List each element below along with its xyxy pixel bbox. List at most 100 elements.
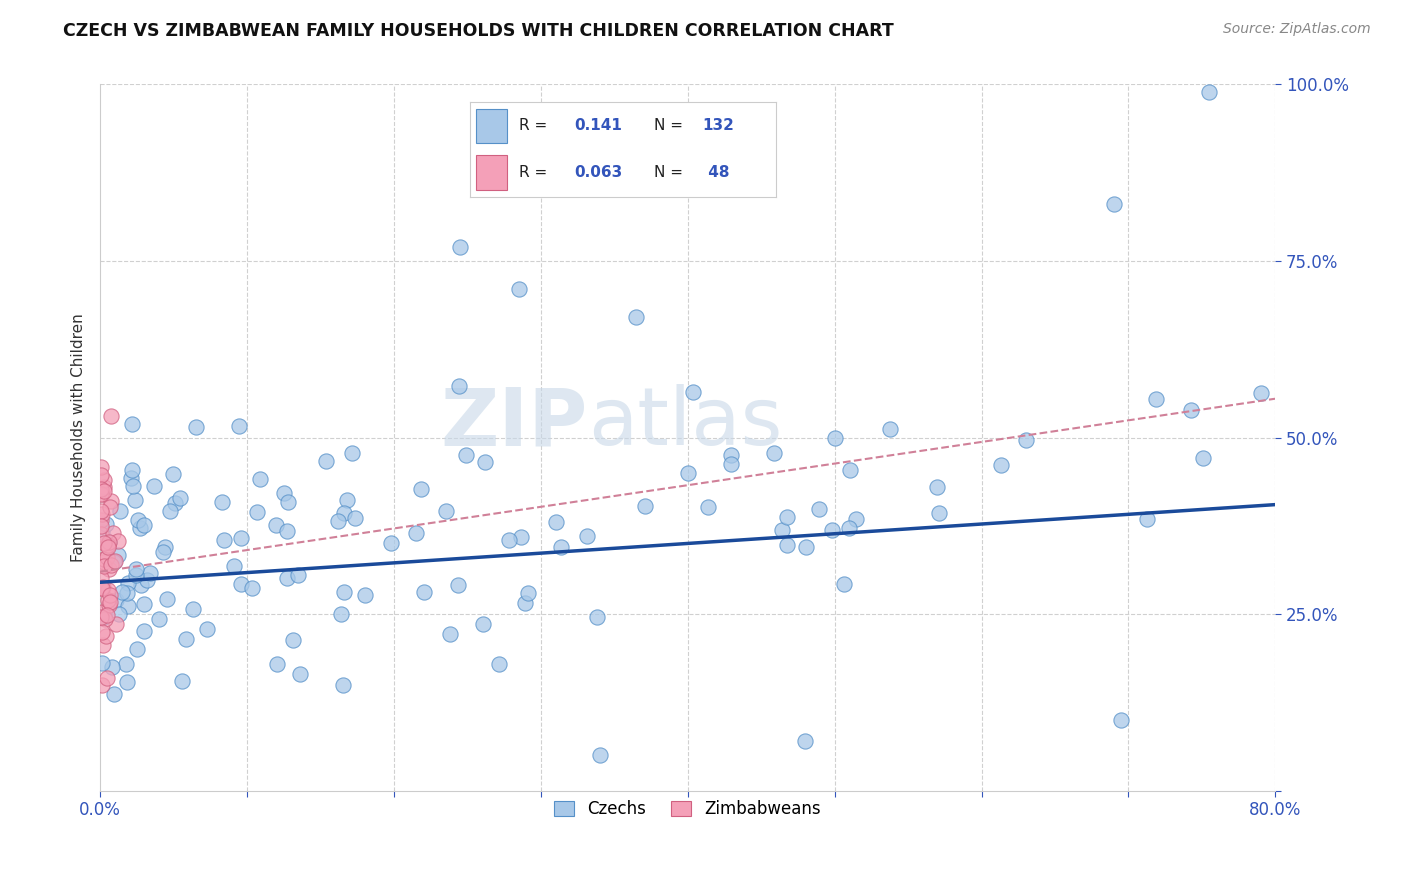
Point bbox=[517, 586, 540, 600]
Point bbox=[117, 599, 139, 613]
Point bbox=[1136, 512, 1159, 526]
Point bbox=[98, 588, 121, 602]
Point bbox=[626, 310, 648, 325]
Y-axis label: Family Households with Children: Family Households with Children bbox=[72, 313, 86, 562]
Point bbox=[1102, 197, 1125, 211]
Point bbox=[776, 510, 799, 524]
Point bbox=[588, 748, 610, 763]
Point bbox=[413, 584, 436, 599]
Point bbox=[121, 463, 143, 477]
Point bbox=[97, 538, 120, 552]
Point bbox=[91, 638, 114, 652]
Point bbox=[228, 419, 250, 434]
Point bbox=[454, 448, 477, 462]
Point bbox=[91, 580, 114, 594]
Point bbox=[169, 491, 191, 506]
Point bbox=[90, 482, 112, 496]
Point bbox=[195, 622, 218, 636]
Point bbox=[132, 518, 155, 533]
Point bbox=[152, 545, 174, 559]
Point bbox=[100, 494, 122, 508]
Point bbox=[93, 535, 115, 549]
Point bbox=[720, 448, 742, 462]
Point bbox=[332, 506, 354, 520]
Point bbox=[576, 529, 599, 543]
Point bbox=[344, 511, 367, 525]
Point bbox=[508, 282, 530, 296]
Point bbox=[93, 473, 115, 487]
Point bbox=[471, 616, 494, 631]
Point bbox=[159, 504, 181, 518]
Point bbox=[124, 492, 146, 507]
Point bbox=[90, 656, 112, 670]
Point bbox=[770, 523, 793, 537]
Point bbox=[96, 607, 118, 622]
Point bbox=[93, 559, 115, 574]
Point bbox=[98, 535, 121, 549]
Point bbox=[1014, 433, 1036, 447]
Point bbox=[839, 463, 862, 477]
Point bbox=[90, 581, 112, 595]
Point bbox=[277, 495, 299, 509]
Point bbox=[93, 480, 115, 494]
Point bbox=[405, 526, 427, 541]
Point bbox=[762, 446, 785, 460]
Point bbox=[354, 589, 377, 603]
Text: atlas: atlas bbox=[588, 384, 782, 462]
Point bbox=[153, 540, 176, 554]
Point bbox=[513, 596, 536, 610]
Point bbox=[332, 678, 354, 692]
Point bbox=[117, 675, 139, 690]
Point bbox=[90, 459, 112, 474]
Point bbox=[676, 467, 699, 481]
Point bbox=[103, 554, 125, 568]
Point bbox=[90, 467, 112, 482]
Point bbox=[91, 487, 114, 501]
Point bbox=[928, 506, 950, 520]
Point bbox=[91, 507, 114, 521]
Point bbox=[115, 586, 138, 600]
Point bbox=[94, 612, 117, 626]
Point bbox=[100, 409, 122, 424]
Point bbox=[281, 633, 304, 648]
Text: CZECH VS ZIMBABWEAN FAMILY HOUSEHOLDS WITH CHILDREN CORRELATION CHART: CZECH VS ZIMBABWEAN FAMILY HOUSEHOLDS WI… bbox=[63, 22, 894, 40]
Point bbox=[330, 607, 353, 621]
Point bbox=[97, 582, 120, 597]
Point bbox=[838, 521, 860, 535]
Point bbox=[156, 591, 179, 606]
Point bbox=[1250, 386, 1272, 401]
Point bbox=[101, 659, 124, 673]
Point bbox=[108, 607, 131, 622]
Point bbox=[129, 578, 152, 592]
Point bbox=[124, 567, 146, 582]
Point bbox=[380, 536, 402, 550]
Point bbox=[108, 504, 131, 518]
Point bbox=[90, 504, 112, 518]
Point bbox=[231, 531, 253, 545]
Point bbox=[585, 609, 607, 624]
Point bbox=[246, 505, 269, 519]
Point bbox=[174, 632, 197, 647]
Point bbox=[776, 538, 799, 552]
Point bbox=[162, 467, 184, 481]
Point bbox=[127, 642, 149, 657]
Point bbox=[509, 529, 531, 543]
Point bbox=[143, 478, 166, 492]
Point bbox=[103, 688, 125, 702]
Point bbox=[121, 417, 143, 431]
Point bbox=[120, 471, 142, 485]
Point bbox=[249, 472, 271, 486]
Point bbox=[90, 527, 112, 541]
Point bbox=[111, 585, 134, 599]
Point bbox=[696, 500, 718, 514]
Point bbox=[96, 550, 118, 565]
Text: ZIP: ZIP bbox=[440, 384, 588, 462]
Point bbox=[845, 511, 868, 525]
Point bbox=[104, 593, 127, 607]
Point bbox=[107, 548, 129, 562]
Point bbox=[276, 571, 298, 585]
Point bbox=[288, 667, 311, 681]
Point bbox=[114, 657, 136, 672]
Point bbox=[808, 502, 831, 516]
Legend: Czechs, Zimbabweans: Czechs, Zimbabweans bbox=[547, 793, 828, 824]
